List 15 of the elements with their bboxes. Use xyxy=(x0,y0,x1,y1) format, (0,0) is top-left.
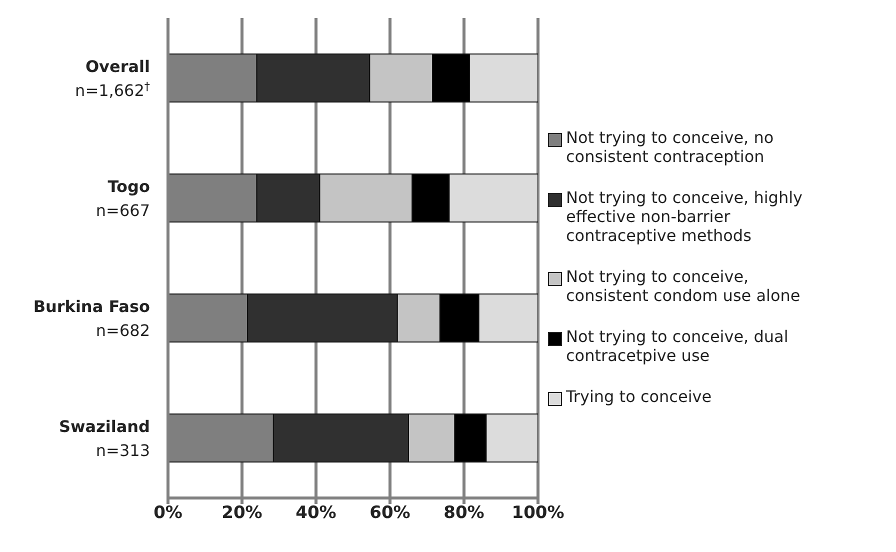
legend-label: Not trying to conceive, dual contracetpive use xyxy=(566,327,788,365)
y-tick-label: Togo n=667 xyxy=(96,177,150,220)
x-tick-label: 100% xyxy=(512,503,564,524)
x-tick-label: 20% xyxy=(222,503,262,524)
y-tick-label: Burkina Faso n=682 xyxy=(33,297,150,340)
legend-label: Trying to conceive xyxy=(566,387,712,406)
x-tick-label: 40% xyxy=(296,503,336,524)
legend-label: Not trying to conceive, consistent condom use alone xyxy=(566,267,800,305)
legend-label: Not trying to conceive, no consistent contraception xyxy=(566,128,774,166)
x-tick-label: 80% xyxy=(444,503,484,524)
y-tick-label: Overall n=1,662$^{†}$ xyxy=(75,57,150,100)
x-tick-label: 0% xyxy=(154,503,182,524)
x-tick-label: 60% xyxy=(370,503,410,524)
y-tick-label: Swaziland n=313 xyxy=(58,417,150,460)
legend-label: Not trying to conceive, highly effective non-barrier contraceptive methods xyxy=(566,188,803,245)
